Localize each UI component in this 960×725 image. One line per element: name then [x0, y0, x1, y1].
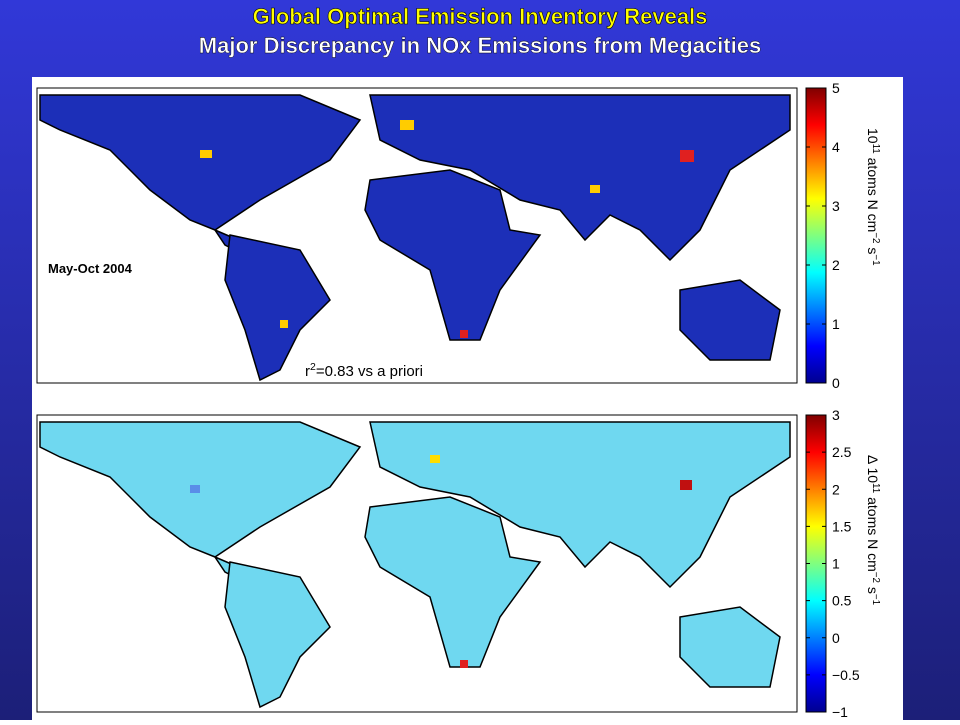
tick-label: 4 [832, 139, 840, 155]
top-map: May-Oct 2004 a posteriori 46.4 Tg N yr−1… [36, 87, 798, 384]
tick-label: 5 [832, 80, 840, 96]
superscript: 11 [871, 483, 882, 493]
tick-label: 3 [832, 198, 840, 214]
colorbar [805, 87, 827, 384]
colorbar-label: 1011 atoms N cm−2 s−1 [865, 128, 882, 266]
superscript: −1 [871, 254, 882, 265]
tick-label: −1 [832, 704, 848, 720]
tick-label: 0 [832, 375, 840, 391]
tick-label: 0.5 [832, 593, 852, 609]
text: s [865, 244, 881, 255]
text: 46.4 Tg N yr [43, 328, 117, 343]
text: s [865, 583, 881, 594]
superscript: −1 [871, 594, 882, 605]
superscript: −1 [117, 327, 127, 337]
hotspots [200, 120, 694, 338]
text: atoms N cm [865, 493, 881, 572]
superscript: 2 [310, 361, 316, 373]
correlation: r2=0.83 vs a priori [305, 361, 423, 380]
title-line: Major Discrepancy in NOx Emissions from … [199, 33, 761, 58]
superscript: −1 [122, 653, 132, 663]
tick-label: 2.5 [832, 444, 852, 460]
map-label: a posteriori – a priori [43, 628, 172, 643]
text: atoms N cm [865, 154, 881, 233]
text: Δ 10 [865, 455, 881, 483]
colorbar-label: Δ 1011 atoms N cm−2 s−1 [865, 455, 882, 605]
tick-label: 1 [832, 556, 840, 572]
map-label: a posteriori [43, 297, 114, 312]
tick-label: −0.5 [832, 667, 860, 683]
label-box [300, 356, 500, 382]
tick-label: 2 [832, 481, 840, 497]
period: May-Oct 2004 [48, 261, 133, 276]
superscript: 11 [871, 144, 882, 154]
text: r [305, 363, 310, 380]
text: 10 [865, 128, 881, 144]
superscript: −2 [871, 232, 882, 243]
tick-label: 1.5 [832, 518, 852, 534]
tick-label: 1 [832, 316, 840, 332]
tick-label: 0 [832, 630, 840, 646]
total: Δ 7.3 Tg N yr−1 [43, 653, 133, 669]
text: =0.83 vs a priori [316, 363, 423, 380]
title-line: Global Optimal Emission Inventory Reveal… [253, 4, 708, 29]
superscript: −2 [871, 572, 882, 583]
text: Δ 7.3 Tg N yr [43, 654, 122, 669]
bottom-map: a posteriori – a priori Δ 7.3 Tg N yr−1 [36, 414, 798, 713]
total: 46.4 Tg N yr−1 [43, 327, 127, 343]
tick-label: 2 [832, 257, 840, 273]
hotspots [190, 455, 692, 668]
tick-label: 3 [832, 407, 840, 423]
